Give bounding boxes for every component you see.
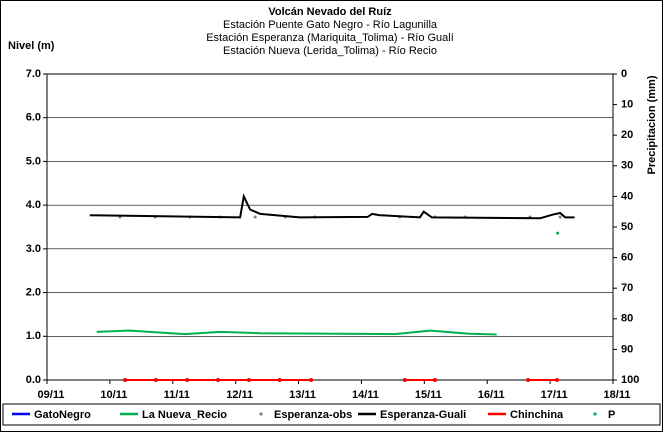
legend-label: P [608,409,615,421]
chart-title: Volcán Nevado del Ruíz [268,6,392,18]
y-tick-label: 2.0 [26,286,41,298]
series-marker [402,378,407,382]
y2-tick-label: 40 [621,190,633,202]
series-line [89,193,575,220]
y2-tick-label: 20 [621,129,633,141]
y-tick-label: 7.0 [26,68,41,80]
x-tick-label: 17/11 [541,389,568,401]
subtitle: Estación Esperanza (Mariquita_Tolima) - … [206,32,454,44]
x-tick-label: 10/11 [100,389,127,401]
legend-label: Chinchina [510,409,564,421]
series-marker [153,378,158,382]
y2-axis-label: Precipitacion (mm) [646,75,658,174]
y2-tick-label: 0 [621,68,627,80]
y2-tick-label: 60 [621,252,633,264]
y2-tick-label: 50 [621,221,633,233]
x-tick-label: 15/11 [415,389,442,401]
y-axis-label: Nivel (m) [8,40,55,52]
legend-marker [259,412,263,416]
series-marker [277,378,282,382]
series-marker [216,378,221,382]
y-tick-label: 6.0 [26,112,41,124]
y-tick-label: 3.0 [26,243,41,255]
series-marker [526,378,531,382]
y2-tick-label: 80 [621,313,633,325]
series-marker [185,378,190,382]
y-tick-label: 4.0 [26,199,41,211]
series-marker [309,378,314,382]
x-tick-label: 18/11 [604,389,631,401]
x-tick-label: 12/11 [226,389,253,401]
series-marker [558,215,562,219]
legend-marker [593,412,597,416]
subtitle: Estación Puente Gato Negro - Río Lagunil… [223,19,438,31]
y2-tick-label: 10 [621,99,633,111]
legend-label: La Nueva_Recio [142,409,227,421]
x-tick-label: 13/11 [289,389,316,401]
legend-label: Esperanza-Guali [380,409,466,421]
series-line [96,329,497,336]
legend-label: GatoNegro [34,409,91,421]
legend-label: Esperanza-obs [274,409,352,421]
y2-tick-label: 90 [621,343,633,355]
x-tick-label: 16/11 [478,389,505,401]
series-marker [556,231,560,235]
legend-box [2,403,661,426]
y2-tick-label: 100 [621,374,639,386]
x-tick-label: 09/11 [38,389,65,401]
x-tick-label: 11/11 [164,389,190,401]
x-tick-label: 14/11 [352,389,379,401]
series-marker [253,215,257,219]
y2-tick-label: 70 [621,282,633,294]
series-marker [555,378,560,382]
y-tick-label: 0.0 [26,374,41,386]
y-tick-label: 5.0 [26,155,41,167]
y-tick-label: 1.0 [26,330,41,342]
y2-tick-label: 30 [621,160,633,172]
series-marker [246,378,251,382]
subtitle: Estación Nueva (Lerida_Tolima) - Río Rec… [223,45,437,57]
series-marker [122,378,127,382]
series-marker [433,378,438,382]
